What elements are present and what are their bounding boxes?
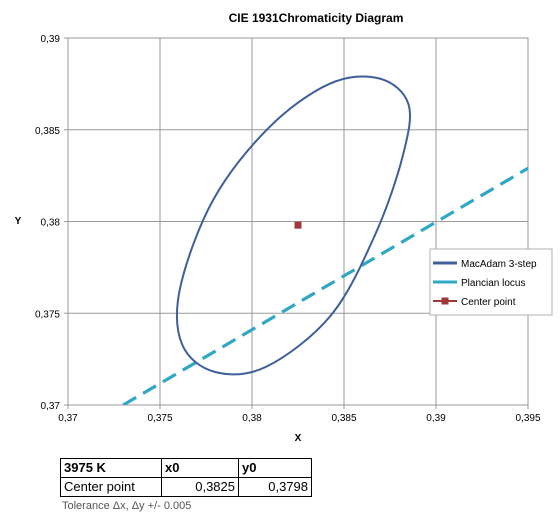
y-tick-label: 0,385 (35, 126, 60, 137)
y-tick-label: 0,37 (41, 401, 61, 412)
x-tick-label: 0,385 (331, 413, 356, 424)
y-tick-label: 0,38 (41, 218, 61, 229)
table-header-temp: 3975 K (60, 458, 162, 478)
y-tick-label: 0,39 (41, 34, 61, 45)
table-row: Center point 0,3825 0,3798 (60, 477, 312, 497)
legend-marker-center-point (441, 297, 449, 305)
legend-label-2: Center point (461, 297, 516, 308)
table-row-label: Center point (60, 477, 162, 497)
center-point-marker (294, 221, 302, 229)
table-cell-y0: 0,3798 (238, 477, 312, 497)
legend-label-0: MacAdam 3-step (461, 259, 537, 270)
info-table: 3975 K x0 y0 Center point 0,3825 0,3798 (60, 458, 312, 497)
x-tick-label: 0,375 (147, 413, 172, 424)
x-tick-label: 0,38 (242, 413, 262, 424)
x-axis-label: X (295, 433, 302, 444)
plancian-locus-line (122, 166, 528, 405)
table-header-y0: y0 (238, 458, 312, 478)
chart: CIE 1931Chromaticity Diagram 0,37 0,375 0,… (15, 11, 553, 444)
table-header-x0: x0 (161, 458, 239, 478)
legend-label-1: Plancian locus (461, 278, 525, 289)
y-axis-label: Y (15, 216, 22, 227)
x-tick-label: 0,37 (58, 413, 78, 424)
y-tick-label: 0,375 (35, 309, 60, 320)
table-cell-x0: 0,3825 (161, 477, 239, 497)
x-tick-label: 0,39 (426, 413, 446, 424)
macadam-ellipse (175, 75, 412, 376)
x-tick-label: 0,395 (515, 413, 540, 424)
table-header-row: 3975 K x0 y0 (60, 458, 312, 478)
tolerance-note: Tolerance Δx, Δy +/- 0.005 (62, 500, 192, 512)
chart-title: CIE 1931Chromaticity Diagram (229, 11, 404, 25)
chart-svg: CIE 1931Chromaticity Diagram 0,37 0,375 0,… (15, 11, 553, 444)
